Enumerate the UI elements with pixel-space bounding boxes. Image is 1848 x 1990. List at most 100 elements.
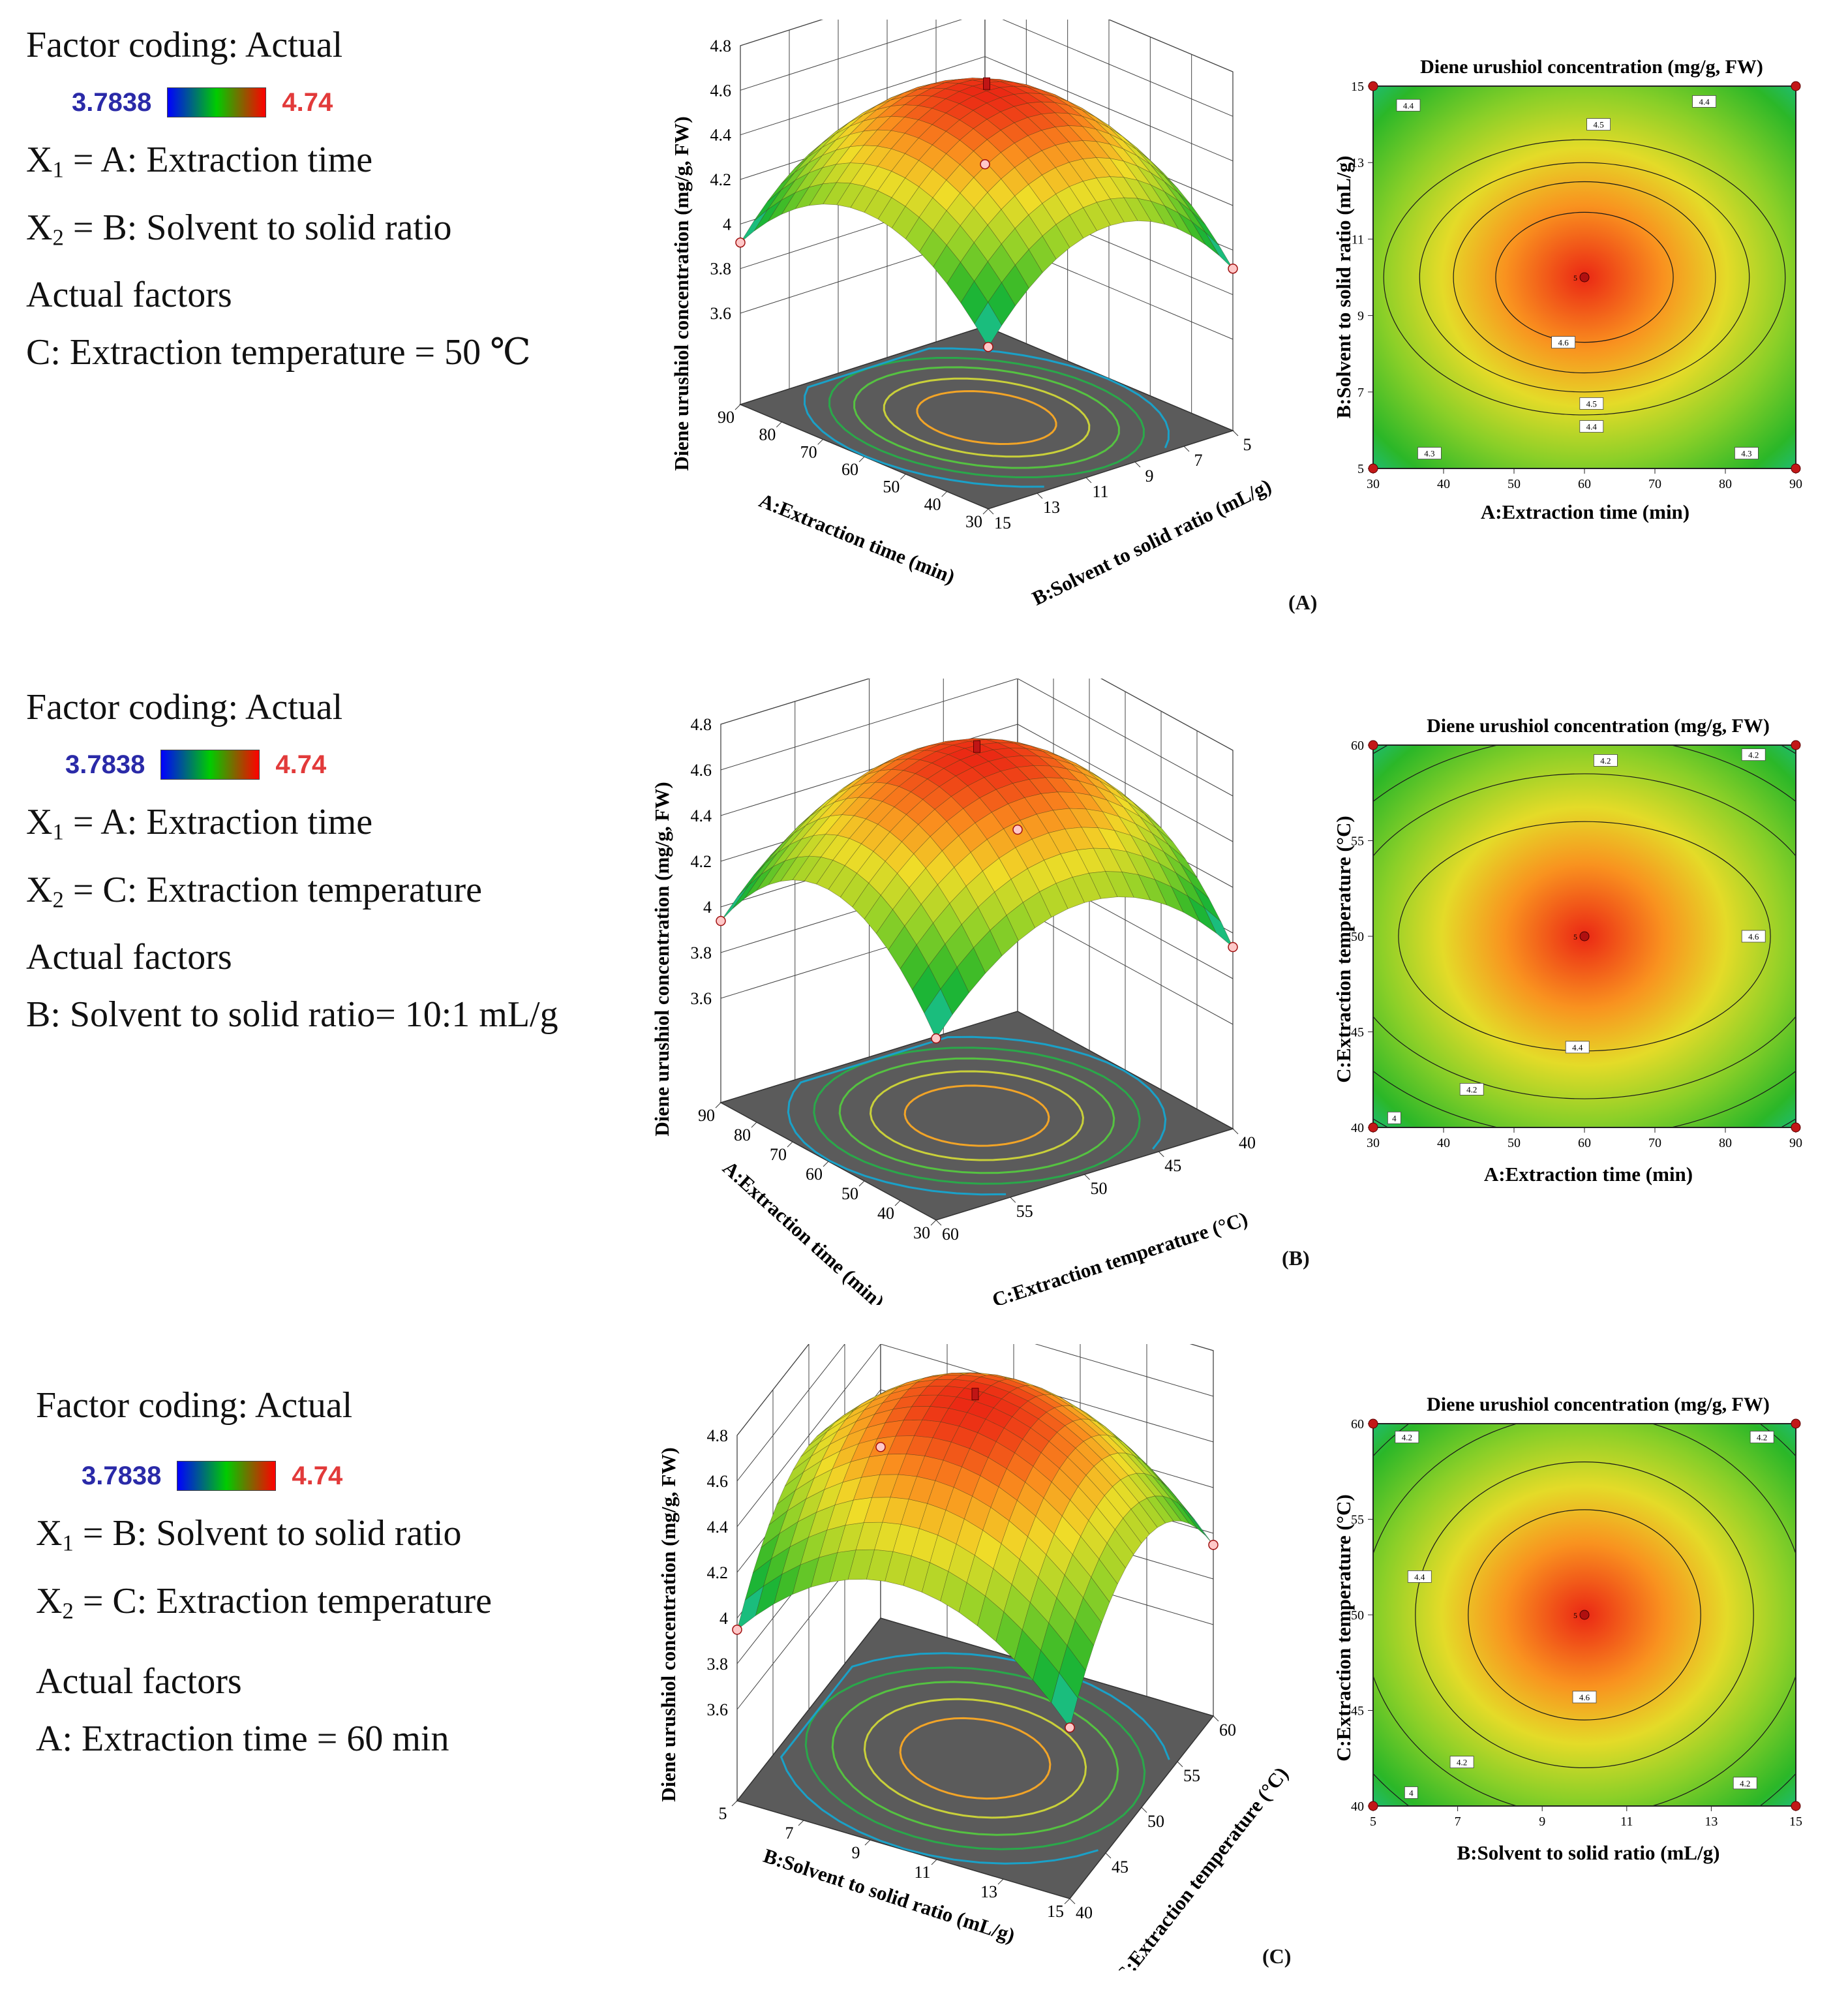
actual-factors-label: Actual factors (26, 275, 232, 316)
right-axis-tick (1105, 1852, 1112, 1859)
left-axis-tick (900, 474, 906, 480)
left-axis-tick (894, 1200, 901, 1206)
floor-contour (787, 1035, 1167, 1196)
z-tick-label: 4.4 (707, 1518, 729, 1537)
factor-legend-c: Factor coding: Actual 3.7838 4.74 X1 = B… (36, 1377, 492, 1768)
z-tick-label: 3.8 (691, 943, 712, 962)
left-axis-tick (817, 438, 824, 445)
colorbar-a: 3.7838 4.74 (72, 74, 531, 131)
factor-legend-a: Factor coding: Actual 3.7838 4.74 X1 = A… (26, 16, 531, 381)
contour-level-label: 4 (1409, 1788, 1414, 1798)
panel-label-a: (A) (1288, 590, 1318, 614)
left-axis-tick-label: 13 (980, 1882, 997, 1901)
z-axis-label: Diene urushiol concentration (mg/g, FW) (657, 1447, 680, 1801)
right-axis-tick (1069, 1898, 1076, 1905)
floor-contour (780, 1652, 1170, 1865)
left-axis-tick-label: 70 (800, 442, 817, 461)
y-tick-label: 45 (1351, 1026, 1364, 1040)
left-axis-tick-label: 90 (698, 1106, 715, 1125)
center-point-label: 5 (1573, 932, 1577, 941)
contour-title: Diene urushiol concentration (mg/g, FW) (1427, 1394, 1770, 1415)
design-point (1368, 81, 1378, 91)
panel-c: Factor coding: Actual 3.7838 4.74 X1 = B… (0, 1338, 1848, 1990)
x-tick-label: 40 (1437, 477, 1450, 491)
right-axis-tick-label: 5 (1243, 435, 1252, 454)
contour-level-label: 4.4 (1586, 422, 1598, 432)
contour-level-box (1395, 1431, 1419, 1443)
contour-level-box (1407, 1570, 1432, 1583)
fixed-factor-label: A: Extraction time = 60 min (36, 1719, 449, 1760)
contour-level-box (1417, 447, 1442, 459)
x-tick-label: 60 (1578, 1136, 1591, 1150)
contour-level-box (1551, 336, 1576, 349)
factor-coding-label: Factor coding: Actual (26, 25, 343, 65)
right-axis-tick (1183, 446, 1190, 452)
right-axis-label: C:Extraction temperature (°C) (990, 1207, 1250, 1305)
y-tick-label: 40 (1351, 1121, 1364, 1135)
y-tick-label: 9 (1357, 309, 1364, 324)
z-tick-label: 4.8 (710, 37, 732, 55)
x2-definition: X2 = C: Extraction temperature (36, 1580, 492, 1624)
design-point (732, 1625, 742, 1635)
contour-line (1415, 1462, 1754, 1768)
y-tick-label: 50 (1351, 1608, 1364, 1623)
left-axis-tick (798, 1820, 804, 1826)
right-axis-tick (1010, 1197, 1016, 1203)
factor-legend-b: Factor coding: Actual 3.7838 4.74 X1 = A… (26, 679, 558, 1043)
right-axis-tick-label: 13 (1043, 498, 1060, 517)
x-tick-label: 60 (1578, 477, 1591, 491)
z-grid-line (740, 20, 963, 91)
contour-level-label: 4.2 (1748, 750, 1759, 760)
floor-contour (899, 1717, 1052, 1800)
left-axis-tick-label: 60 (841, 460, 858, 479)
z-tick-label: 3.8 (710, 260, 732, 279)
contour-level-label: 4.2 (1740, 1779, 1750, 1788)
right-axis-tick-label: 11 (1092, 482, 1108, 501)
center-points-marker (983, 77, 990, 90)
contour-level-box (1741, 930, 1766, 943)
left-axis-tick-label: 70 (770, 1145, 787, 1164)
right-axis-tick-label: 15 (994, 513, 1011, 532)
panel-b: Factor coding: Actual 3.7838 4.74 X1 = A… (0, 659, 1848, 1311)
right-axis-tick-label: 55 (1016, 1202, 1033, 1221)
contour-level-box (1449, 1756, 1474, 1769)
floor-contour (863, 1698, 1087, 1819)
right-axis-tick-label: 55 (1183, 1766, 1200, 1785)
left-axis-tick-label: 90 (718, 408, 735, 427)
y-tick-label: 50 (1351, 930, 1364, 944)
left-axis-tick-label: 60 (806, 1165, 823, 1184)
x-tick-label: 5 (1370, 1814, 1376, 1829)
center-point-label: 5 (1573, 273, 1577, 283)
left-axis-tick (997, 1878, 1004, 1885)
contour-level-box (1741, 748, 1766, 761)
contour-level-label: 4.2 (1457, 1758, 1467, 1768)
left-axis-tick (823, 1161, 829, 1167)
right-axis-tick (1037, 493, 1043, 499)
z-tick-label: 4 (723, 215, 731, 234)
x-tick-label: 9 (1539, 1814, 1545, 1829)
contour-level-label: 4.2 (1402, 1433, 1412, 1443)
floor-contour (853, 366, 1120, 469)
response-surface (720, 738, 1234, 1039)
left-axis-tick-label: 50 (883, 478, 900, 497)
left-axis-tick (864, 1839, 871, 1846)
contour-level-box (1692, 95, 1716, 108)
x-tick-label: 70 (1648, 477, 1661, 491)
z-axis-label: Diene urushiol concentration (mg/g, FW) (650, 782, 673, 1136)
y-tick-label: 7 (1357, 386, 1364, 400)
design-point (1368, 1122, 1378, 1133)
center-points-marker (973, 740, 980, 753)
x-tick-label: 50 (1507, 477, 1521, 491)
z-tick-label: 4.8 (691, 715, 712, 734)
x-tick-label: 80 (1719, 1136, 1732, 1150)
contour-level-box (1750, 1431, 1774, 1443)
contour-level-label: 4.4 (1403, 100, 1414, 110)
x-tick-label: 7 (1455, 1814, 1461, 1829)
right-axis-tick (1084, 1174, 1090, 1180)
x-tick-label: 70 (1648, 1136, 1661, 1150)
left-axis-tick-label: 30 (965, 512, 982, 531)
colorbar-min-label: 3.7838 (72, 88, 152, 117)
colorbar-max-label: 4.74 (282, 88, 333, 117)
left-axis-tick (735, 404, 741, 410)
left-axis-tick (858, 456, 865, 463)
